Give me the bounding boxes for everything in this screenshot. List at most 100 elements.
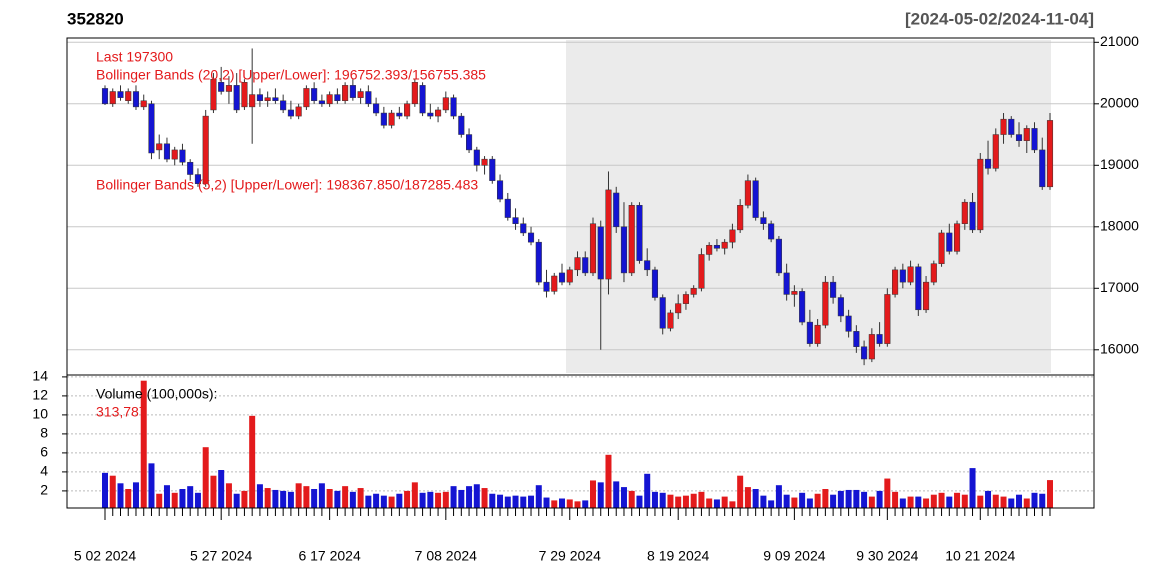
candle-body xyxy=(830,281,837,298)
volume-bar xyxy=(992,494,999,508)
volume-bar xyxy=(620,487,627,508)
candle-body xyxy=(868,334,875,360)
candle-body xyxy=(946,232,953,252)
x-tick-label: 6 17 2024 xyxy=(298,548,360,564)
x-tick-label: 7 08 2024 xyxy=(415,548,477,564)
volume-bar xyxy=(892,491,899,508)
candle-body xyxy=(435,109,442,117)
candle-body xyxy=(148,103,155,154)
candle-body xyxy=(202,115,209,184)
candle-body xyxy=(690,288,697,295)
candle-body xyxy=(194,174,202,184)
volume-bar xyxy=(899,498,906,508)
y-tick-label: 21000 xyxy=(1100,33,1139,49)
candle-body xyxy=(814,324,821,344)
candle-body xyxy=(876,334,883,344)
candle-body xyxy=(853,331,860,347)
volume-bar xyxy=(868,496,875,508)
volume-bar xyxy=(822,489,829,508)
candle-body xyxy=(442,97,449,111)
candle-body xyxy=(249,94,256,108)
volume-bar xyxy=(102,472,108,508)
volume-bar xyxy=(318,483,325,508)
volume-bar xyxy=(404,490,411,508)
candle-body xyxy=(636,205,643,261)
candle-body xyxy=(930,263,937,283)
candle-body xyxy=(597,226,604,280)
candle-body xyxy=(659,297,666,329)
volume-bar xyxy=(853,489,860,508)
candle-body xyxy=(132,91,140,108)
candle-body xyxy=(744,180,751,206)
volume-bar xyxy=(845,489,852,508)
candle-body xyxy=(551,275,558,292)
volume-bar xyxy=(806,498,813,508)
candle-body xyxy=(187,161,194,175)
volume-bar xyxy=(109,475,116,508)
candle-body xyxy=(992,134,999,169)
volume-bar xyxy=(1000,496,1007,508)
y-tick-label: 2 xyxy=(40,482,48,498)
candle-body xyxy=(698,254,705,289)
volume-bar xyxy=(249,415,256,508)
date-range: [2024-05-02/2024-11-04] xyxy=(905,9,1094,28)
volume-bar xyxy=(334,490,341,508)
candle-body xyxy=(628,205,635,274)
volume-bar xyxy=(791,497,798,508)
candle-body xyxy=(1046,120,1054,188)
candle-body xyxy=(1039,149,1046,188)
y-tick-label: 17000 xyxy=(1100,279,1139,295)
volume-bar xyxy=(574,501,581,508)
volume-bar xyxy=(938,492,945,508)
volume-bar xyxy=(357,488,364,508)
volume-bar xyxy=(520,496,527,508)
candle-body xyxy=(303,88,310,108)
volume-bar xyxy=(210,475,217,508)
candle-body xyxy=(295,106,302,117)
candle-body xyxy=(977,158,984,231)
volume-bar xyxy=(256,484,263,508)
volume-bar xyxy=(613,481,620,508)
volume-bar xyxy=(326,489,333,508)
candle-body xyxy=(419,85,426,114)
candle-body xyxy=(156,143,163,151)
candle-body xyxy=(675,303,682,314)
volume-bar xyxy=(566,499,573,508)
volume-bar xyxy=(1008,498,1015,508)
candle-body xyxy=(466,134,473,151)
candle-body xyxy=(489,158,496,181)
volume-bar xyxy=(884,478,891,508)
candle-body xyxy=(791,291,798,295)
candle-body xyxy=(837,297,844,317)
volume-bar xyxy=(171,492,178,508)
volume-bar xyxy=(1016,494,1023,508)
candle-body xyxy=(427,112,434,117)
chart-title: 352820 xyxy=(67,9,124,28)
candle-body xyxy=(558,272,566,283)
volume-bar xyxy=(466,486,473,508)
volume-bar xyxy=(156,493,163,508)
volume-bar xyxy=(752,489,759,508)
volume-bar xyxy=(954,492,961,508)
volume-bar xyxy=(233,493,240,508)
candle-body xyxy=(179,149,186,163)
candle-body xyxy=(125,91,132,101)
candle-body xyxy=(280,100,287,111)
candle-body xyxy=(256,94,263,101)
volume-bar xyxy=(737,475,744,508)
volume-bar xyxy=(342,486,349,508)
volume-bar xyxy=(163,485,170,508)
candle-body xyxy=(171,149,178,160)
volume-bar xyxy=(582,500,589,508)
volume-bar xyxy=(837,490,844,508)
candle-body xyxy=(357,91,364,98)
volume-bar xyxy=(194,492,201,508)
candle-body xyxy=(775,238,782,274)
candle-body xyxy=(388,112,395,126)
volume-bar xyxy=(706,498,713,508)
candle-body xyxy=(210,78,217,111)
y-tick-label: 19000 xyxy=(1100,156,1139,172)
candle-body xyxy=(566,269,573,283)
candle-body xyxy=(326,94,333,105)
candle-body xyxy=(984,158,992,169)
